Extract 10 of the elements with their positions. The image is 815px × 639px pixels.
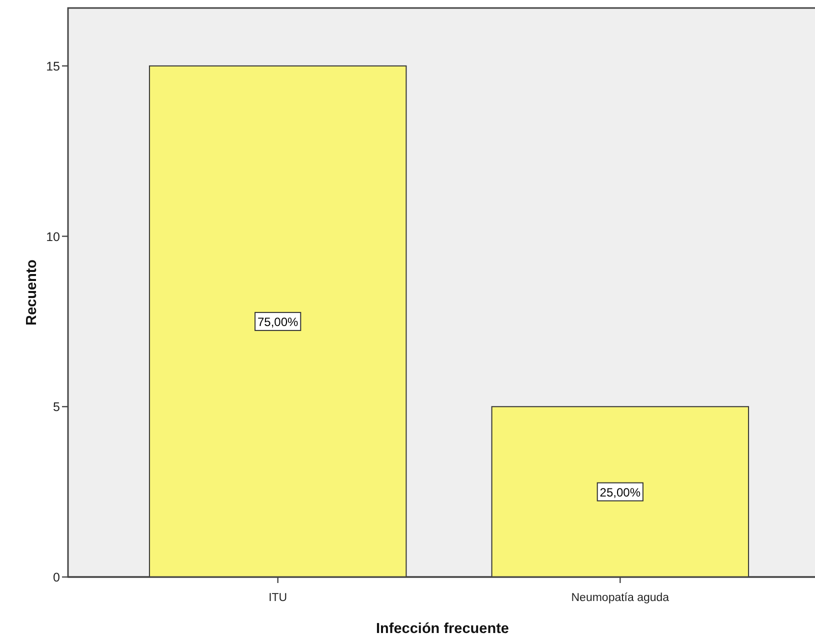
y-axis-title: Recuento [24,259,40,326]
y-tick-label: 5 [53,400,60,414]
x-axis-title: Infección frecuente [376,621,509,637]
y-tick-label: 0 [53,570,60,584]
annotation: 25,00% [600,485,641,500]
y-tick-label: 10 [46,230,60,244]
x-tick-label: ITU [268,592,288,604]
y-tick-label: 15 [46,59,60,74]
x-tick-label: Neumopatía aguda [571,592,670,604]
annotation: 75,00% [257,314,299,329]
